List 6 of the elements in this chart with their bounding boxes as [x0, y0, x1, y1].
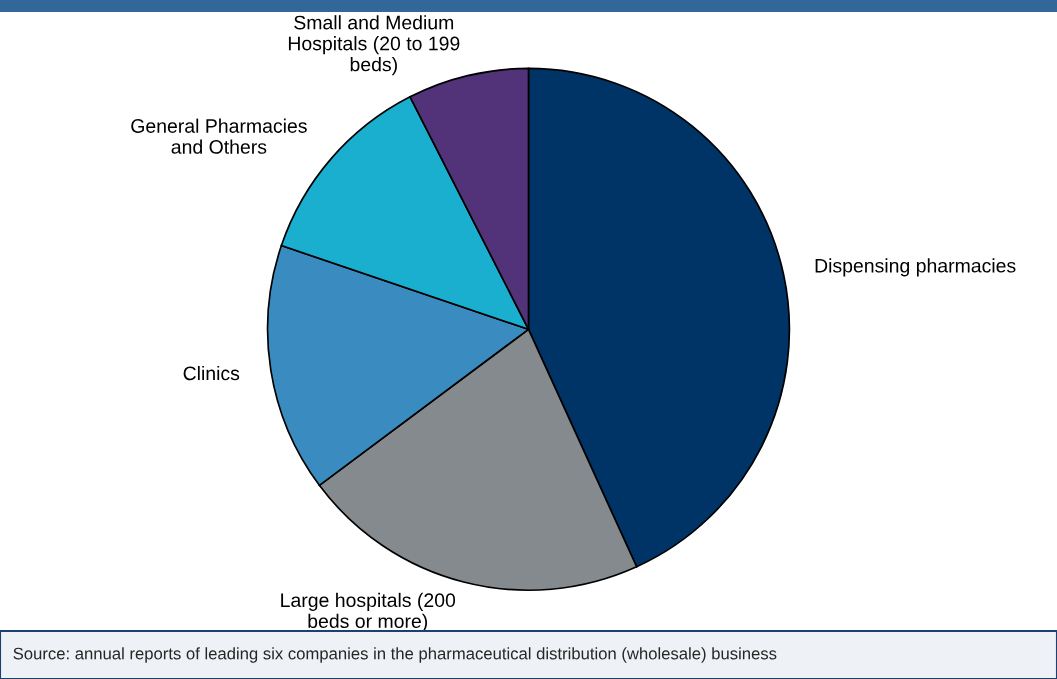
slice-label: Dispensing pharmacies — [815, 258, 1016, 277]
slice-label: General Pharmacies and Others — [131, 118, 307, 154]
slice-label: Large hospitals (200 beds or more) — [281, 592, 456, 632]
source-note: Source: annual reports of leading six companies in the pharmaceutical distribution (wholesale) business — [13, 647, 777, 663]
slice-label: Clinics — [183, 365, 240, 381]
slice-label: Small and Medium Hospitals (20 to 199 beds) — [288, 15, 460, 76]
